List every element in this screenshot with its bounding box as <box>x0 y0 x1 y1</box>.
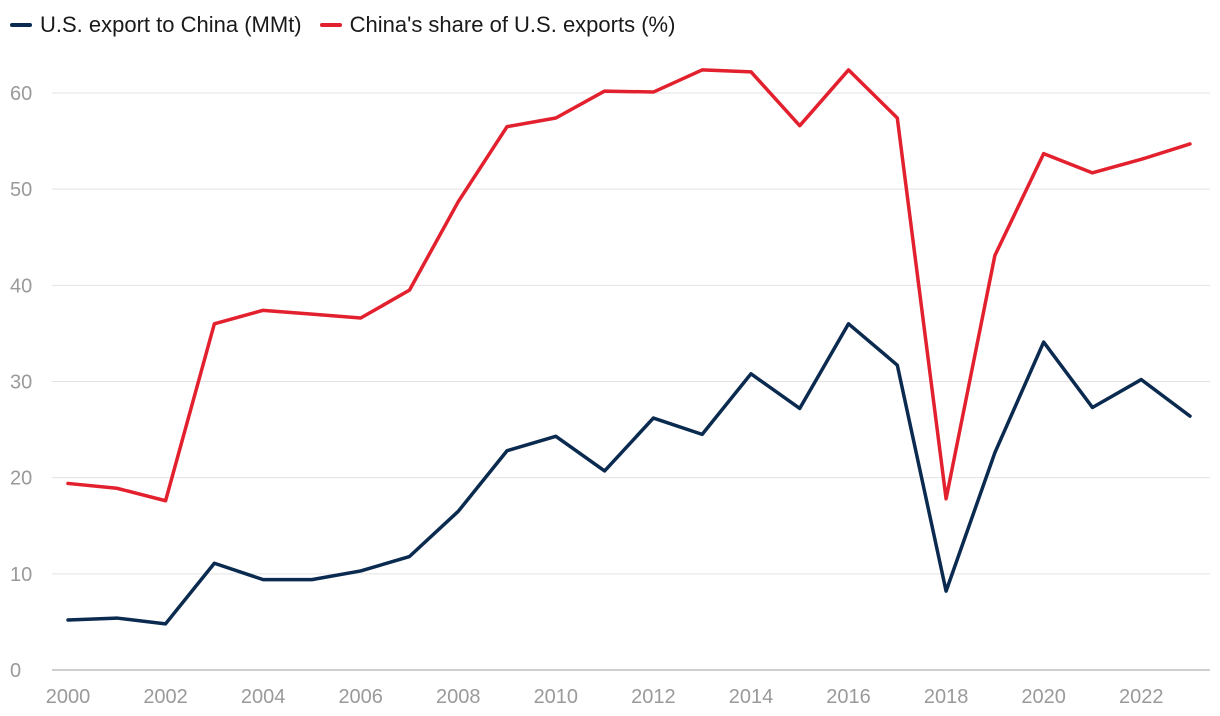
x-tick-label: 2010 <box>534 686 579 708</box>
legend-item-us-export[interactable]: U.S. export to China (MMt) <box>10 12 302 38</box>
series-1 <box>66 68 1192 503</box>
x-tick-label: 2020 <box>1021 686 1066 708</box>
x-tick-label: 2006 <box>338 686 383 708</box>
legend: U.S. export to China (MMt) China's share… <box>10 12 675 38</box>
series-line[interactable] <box>66 322 1192 626</box>
y-tick-label: 10 <box>10 564 32 586</box>
series-line[interactable] <box>66 68 1192 503</box>
y-axis-ticks: 0 10 20 30 40 50 60 <box>10 83 32 682</box>
x-tick-label: 2004 <box>241 686 286 708</box>
x-tick-label: 2000 <box>46 686 91 708</box>
y-tick-label: 20 <box>10 468 32 490</box>
series-0 <box>66 322 1192 626</box>
y-tick-label: 30 <box>10 372 32 394</box>
x-tick-label: 2018 <box>924 686 969 708</box>
x-tick-label: 2008 <box>436 686 481 708</box>
y-tick-label: 40 <box>10 275 32 297</box>
x-tick-label: 2014 <box>729 686 774 708</box>
legend-item-china-share[interactable]: China's share of U.S. exports (%) <box>319 12 676 38</box>
legend-swatch-us-export <box>10 23 32 27</box>
x-axis-ticks: 2000 2002 2004 2006 2008 2010 2012 2014 2016 2018… <box>46 686 1164 708</box>
x-tick-label: 2022 <box>1119 686 1164 708</box>
legend-label-china-share: China's share of U.S. exports (%) <box>349 12 676 37</box>
legend-label-us-export: U.S. export to China (MMt) <box>40 12 302 37</box>
legend-swatch-china-share <box>319 23 342 27</box>
gridlines <box>52 92 1210 671</box>
x-tick-label: 2012 <box>631 686 676 708</box>
y-tick-label: 50 <box>10 179 32 201</box>
x-tick-label: 2002 <box>143 686 188 708</box>
y-tick-label: 60 <box>10 83 32 105</box>
x-tick-label: 2016 <box>826 686 871 708</box>
y-tick-label: 0 <box>10 660 21 682</box>
